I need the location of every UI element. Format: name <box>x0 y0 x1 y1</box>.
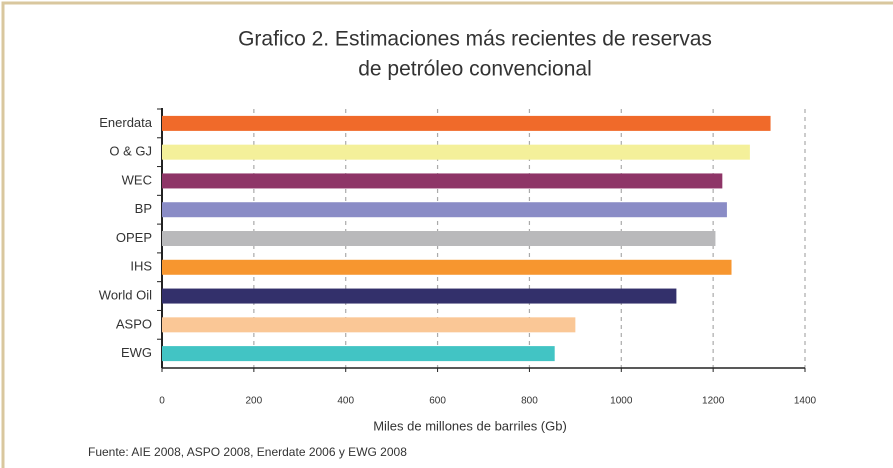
y-tick-label: WEC <box>122 172 152 187</box>
chart-title: Grafico 2. Estimaciones más recientes de… <box>238 28 712 51</box>
y-tick-label: World Oil <box>99 287 152 302</box>
bar <box>162 202 727 218</box>
y-tick-label: EWG <box>121 345 152 360</box>
y-tick-label: Enerdata <box>99 115 153 130</box>
y-tick-label: BP <box>135 201 152 216</box>
chart-subtitle: de petróleo convencional <box>358 58 592 81</box>
x-axis-label: Miles de millones de barriles (Gb) <box>373 418 567 433</box>
x-tick-label: 1000 <box>610 396 633 407</box>
bar <box>162 288 677 304</box>
x-tick-label: 1400 <box>794 396 817 407</box>
y-tick-label: ASPO <box>116 316 152 331</box>
bar <box>162 144 750 160</box>
bar <box>162 259 732 275</box>
bar <box>162 346 555 362</box>
source-note: Fuente: AIE 2008, ASPO 2008, Enerdate 20… <box>88 445 407 459</box>
bar <box>162 173 723 189</box>
x-tick-label: 200 <box>246 396 263 407</box>
x-tick-label: 0 <box>159 396 165 407</box>
x-tick-label: 400 <box>337 396 354 407</box>
x-tick-label: 600 <box>429 396 446 407</box>
bar <box>162 231 716 246</box>
x-tick-label: 800 <box>521 396 538 407</box>
x-tick-label: 1200 <box>702 396 725 407</box>
y-tick-label: IHS <box>130 259 152 274</box>
y-tick-label: OPEP <box>116 230 152 245</box>
y-tick-label: O & GJ <box>109 144 152 159</box>
bar <box>162 115 771 131</box>
bar <box>162 317 576 333</box>
